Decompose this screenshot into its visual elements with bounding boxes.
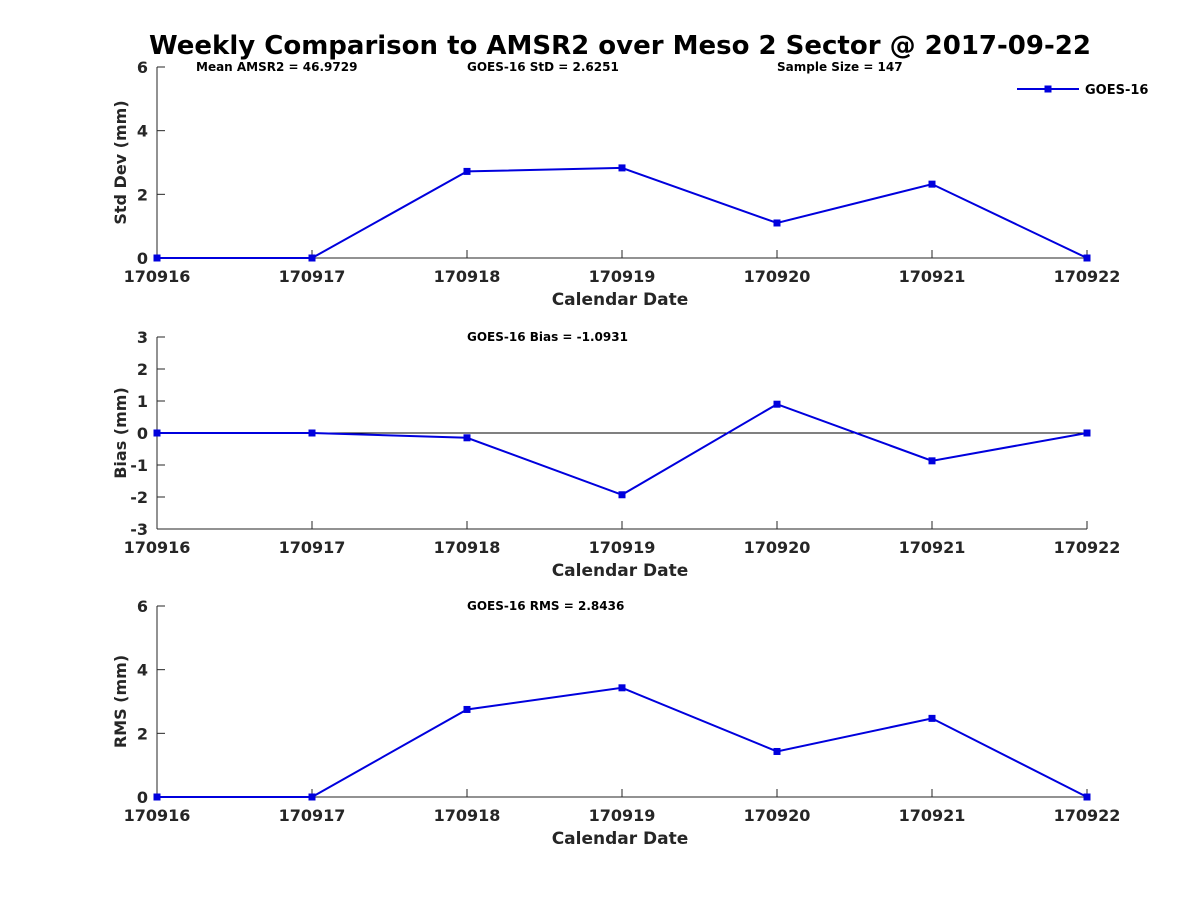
data-point [1083,793,1091,801]
legend-marker [1044,85,1052,93]
series-line [157,403,1088,496]
data-point [308,254,316,262]
stat-annotation: GOES-16 Bias = -1.0931 [467,330,628,344]
y-tick-label: 4 [137,122,148,141]
y-tick-label: 0 [137,424,148,443]
y-axis-label: RMS (mm) [111,655,130,748]
x-tick-label: 170920 [744,538,811,557]
y-tick-label: 0 [137,249,148,268]
series-line [157,686,1088,798]
data-point [773,400,781,408]
data-point [153,254,161,262]
y-tick-label: 6 [137,58,148,77]
stat-annotation: Sample Size = 147 [777,60,903,74]
x-tick-label: 170916 [124,267,191,286]
x-tick-label: 170918 [434,806,501,825]
data-point [153,793,161,801]
stat-annotation: GOES-16 StD = 2.6251 [467,60,619,74]
y-tick-label: 6 [137,597,148,616]
x-tick-label: 170919 [589,538,656,557]
x-tick-label: 170918 [434,267,501,286]
y-tick-label: 2 [137,724,148,743]
x-tick-label: 170919 [589,806,656,825]
y-tick-label: -1 [130,456,148,475]
x-tick-label: 170917 [279,267,346,286]
data-point [618,684,626,692]
data-point [463,434,471,442]
stat-annotation: Mean AMSR2 = 46.9729 [196,60,357,74]
x-tick-label: 170920 [744,267,811,286]
x-tick-label: 170919 [589,267,656,286]
data-point [308,429,316,437]
data-point [928,714,936,722]
x-tick-label: 170921 [899,806,966,825]
data-point [1083,254,1091,262]
y-tick-label: -3 [130,520,148,539]
data-point [463,167,471,175]
data-point [773,747,781,755]
data-point [928,180,936,188]
data-point [618,491,626,499]
y-tick-label: 0 [137,788,148,807]
y-tick-label: 3 [137,328,148,347]
data-point [153,429,161,437]
data-point [463,705,471,713]
y-tick-label: 4 [137,661,148,680]
figure-title: Weekly Comparison to AMSR2 over Meso 2 S… [149,31,1091,61]
y-tick-label: 2 [137,185,148,204]
x-tick-label: 170921 [899,267,966,286]
x-tick-label: 170917 [279,806,346,825]
x-tick-label: 170916 [124,538,191,557]
x-tick-label: 170917 [279,538,346,557]
y-tick-label: -2 [130,488,148,507]
x-axis-label: Calendar Date [552,561,689,581]
x-tick-label: 170922 [1054,267,1121,286]
x-tick-label: 170916 [124,806,191,825]
data-point [928,457,936,465]
legend-label: GOES-16 [1085,83,1148,98]
series-line [157,166,1088,259]
data-point [618,164,626,172]
x-tick-label: 170922 [1054,538,1121,557]
x-tick-label: 170918 [434,538,501,557]
y-tick-label: 2 [137,360,148,379]
x-tick-label: 170922 [1054,806,1121,825]
y-axis-label: Std Dev (mm) [111,100,130,224]
data-point [773,219,781,227]
x-axis-label: Calendar Date [552,290,689,310]
stat-annotation: GOES-16 RMS = 2.8436 [467,599,624,613]
x-tick-label: 170920 [744,806,811,825]
y-tick-label: 1 [137,392,148,411]
y-axis-label: Bias (mm) [111,387,130,479]
data-point [1083,429,1091,437]
data-point [308,793,316,801]
x-axis-label: Calendar Date [552,829,689,849]
x-tick-label: 170921 [899,538,966,557]
